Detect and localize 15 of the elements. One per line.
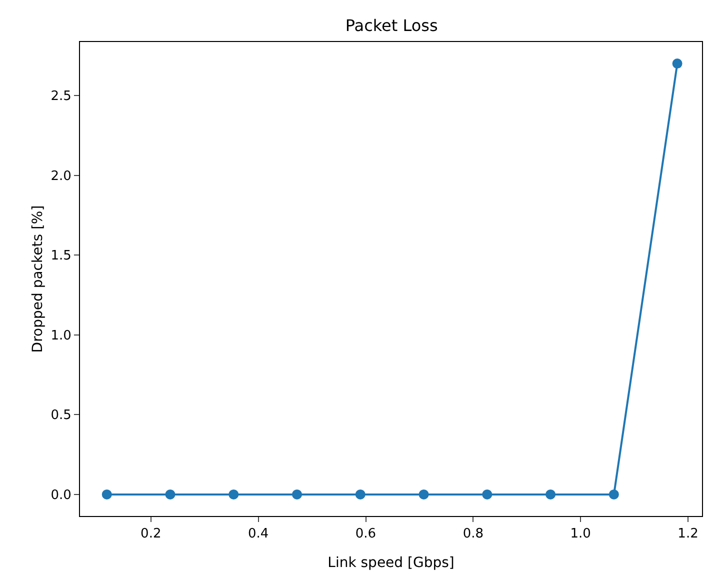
y-tick-label: 0.5 bbox=[50, 408, 72, 424]
x-tick-label: 0.8 bbox=[462, 526, 484, 542]
y-tick-label: 0.0 bbox=[50, 488, 72, 503]
x-axis-title: Link speed [Gbps] bbox=[328, 555, 454, 571]
chart-title: Packet Loss bbox=[345, 16, 438, 36]
x-tick-label: 0.2 bbox=[140, 526, 162, 542]
x-tick-label: 1.2 bbox=[678, 526, 698, 542]
y-tick-label: 1.5 bbox=[50, 248, 72, 264]
y-axis-title: Dropped packets [%] bbox=[30, 205, 46, 353]
y-tick-label: 2.0 bbox=[50, 168, 72, 184]
x-tick-label: 0.6 bbox=[355, 526, 376, 542]
y-tick-label: 2.5 bbox=[50, 89, 72, 104]
x-tick-label: 1.0 bbox=[570, 526, 591, 542]
y-tick-label: 1.0 bbox=[50, 328, 72, 344]
x-tick-label: 0.4 bbox=[248, 526, 269, 542]
